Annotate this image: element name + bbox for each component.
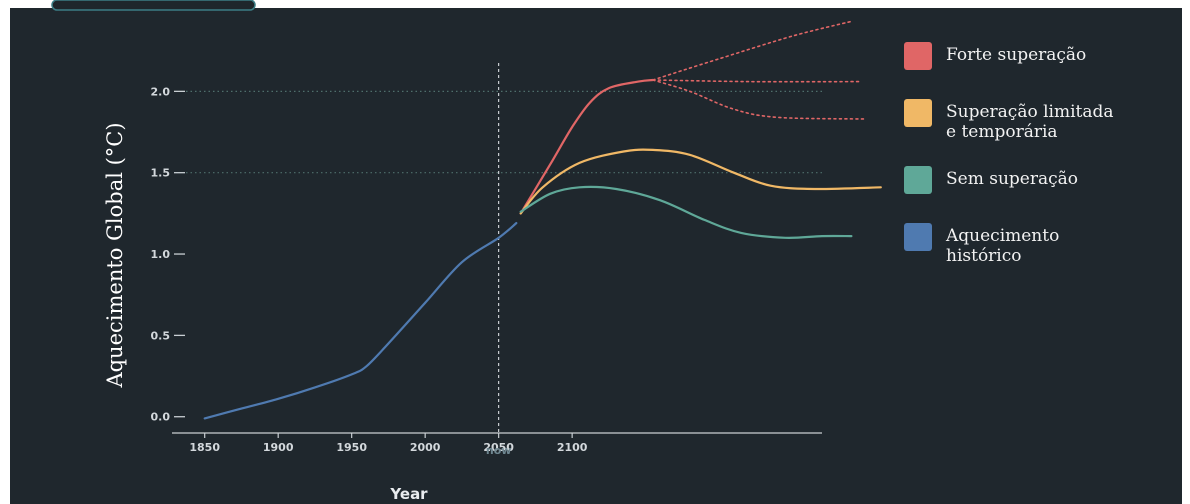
series-strong-overshoot-down [652, 79, 867, 120]
series-historical [203, 222, 518, 420]
legend-swatch-0 [904, 42, 932, 70]
x-tick-label-5: 2100 [557, 441, 588, 454]
now-label: now [486, 444, 512, 457]
legend-label-3-1: histórico [946, 246, 1022, 266]
legend-swatch-2 [904, 166, 932, 194]
top-tab-decoration [51, 0, 256, 11]
y-axis-title: Aquecimento Global (°C) [103, 122, 127, 388]
y-tick-label-2: 1.0 [151, 248, 171, 261]
x-tick-label-2: 1950 [336, 441, 367, 454]
series-lines [203, 20, 882, 420]
y-tick-label-4: 2.0 [151, 85, 171, 98]
now-marker: now [486, 63, 512, 457]
x-axis: 1850 1900 1950 2000 2050 2100 [172, 432, 822, 454]
series-limited-overshoot [519, 148, 882, 215]
legend-label-3-0: Aquecimento [945, 226, 1059, 246]
x-tick-label-4: 2050 [483, 441, 514, 454]
x-tick-label-3: 2000 [410, 441, 441, 454]
legend-swatch-3 [904, 223, 932, 251]
y-tick-label-0: 0.0 [151, 411, 171, 424]
y-axis: 0.0 0.5 1.0 1.5 2.0 [151, 85, 185, 424]
series-strong-overshoot [519, 78, 655, 215]
y-tick-label-1: 0.5 [151, 329, 171, 342]
x-axis-title: Year [389, 485, 428, 503]
x-tick-label-0: 1850 [189, 441, 220, 454]
legend-label-1-0: Superação limitada [946, 102, 1114, 122]
series-strong-overshoot-up [652, 20, 853, 81]
series-strong-overshoot-flat [652, 79, 860, 83]
y-tick-label-3: 1.5 [151, 167, 171, 180]
legend-label-0-0: Forte superação [946, 45, 1086, 65]
legend-label-1-1: e temporária [946, 122, 1058, 142]
chart-background [10, 8, 1182, 504]
legend-swatch-1 [904, 99, 932, 127]
x-tick-label-1: 1900 [263, 441, 294, 454]
series-no-overshoot [519, 185, 853, 239]
legend-label-2-0: Sem superação [946, 169, 1078, 189]
